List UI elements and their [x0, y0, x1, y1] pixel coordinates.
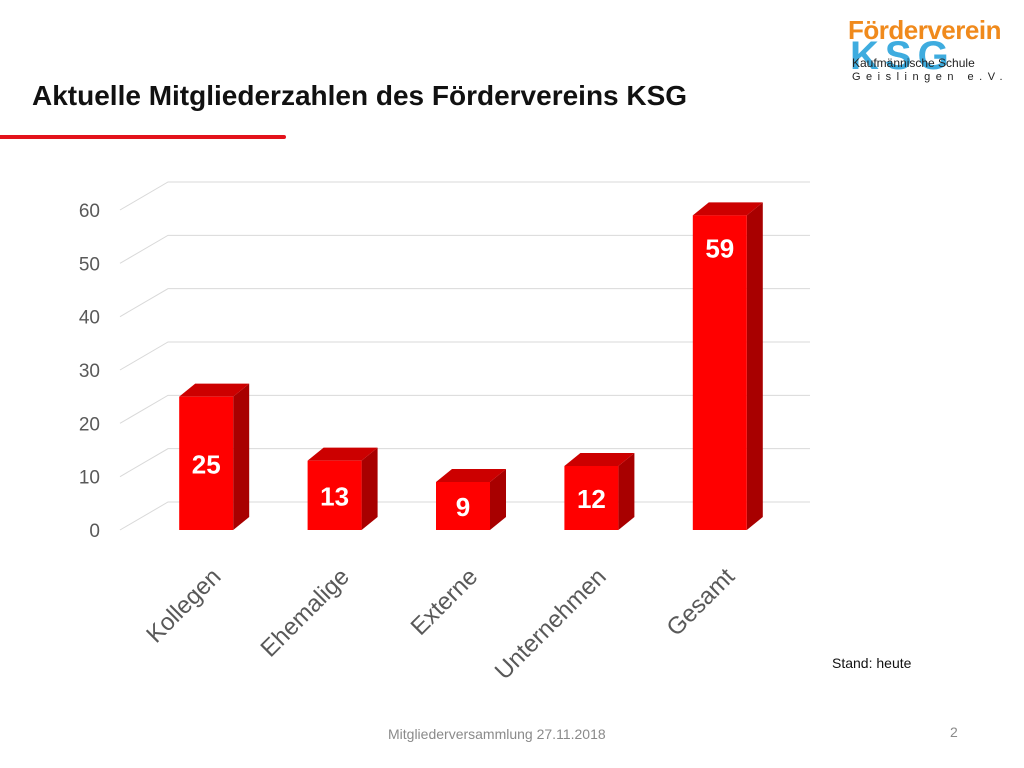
x-tick-label: Ehemalige — [256, 563, 355, 662]
y-tick-label: 10 — [79, 468, 100, 489]
bar — [692, 215, 747, 531]
x-tick-label: Kollegen — [141, 563, 226, 648]
y-tick-label: 30 — [79, 361, 100, 382]
title-underline — [0, 135, 286, 139]
bar-side — [490, 469, 506, 530]
y-tick-label: 50 — [79, 254, 100, 275]
logo-school: Kaufmännische Schule — [852, 56, 975, 70]
data-label: 12 — [577, 484, 606, 514]
data-label: 25 — [192, 449, 221, 479]
logo-city: Geislingen e.V. — [852, 71, 1009, 83]
logo-ksg: KSG — [850, 34, 955, 78]
foerderverein-logo: KSG Förderverein Kaufmännische Schule Ge… — [848, 15, 1010, 83]
data-label: 13 — [320, 481, 349, 511]
bar-top — [692, 202, 763, 216]
gridline — [119, 448, 810, 478]
y-tick-label: 60 — [79, 201, 100, 222]
bar — [307, 460, 362, 530]
bar-top — [564, 453, 635, 466]
bar-side — [746, 202, 763, 531]
gridline — [119, 394, 810, 424]
data-label: 9 — [456, 492, 470, 522]
bar-top — [307, 447, 378, 461]
page-number: 2 — [950, 724, 958, 740]
bar-top — [436, 469, 506, 482]
gridline — [119, 288, 810, 318]
y-tick-label: 20 — [79, 414, 100, 435]
slide-title: Aktuelle Mitgliederzahlen des Fördervere… — [32, 80, 688, 111]
data-label: 59 — [705, 233, 734, 263]
gridline — [119, 234, 810, 264]
logo-foerderverein: Förderverein — [848, 15, 1001, 45]
bar — [179, 396, 234, 530]
bar — [436, 482, 490, 530]
bar-side — [361, 447, 378, 530]
bar-side — [233, 383, 250, 530]
stand-note: Stand: heute — [832, 655, 912, 671]
gridline — [119, 341, 810, 371]
x-tick-label: Unternehmen — [490, 563, 612, 685]
x-tick-label: Externe — [406, 563, 484, 641]
y-tick-label: 0 — [89, 521, 100, 542]
footer-text: Mitgliederversammlung 27.11.2018 — [388, 726, 606, 742]
y-tick-label: 40 — [79, 308, 100, 329]
gridline — [119, 181, 810, 211]
member-bar-chart: 0 10 20 30 40 50 60 25 Kollegen 13 Ehemalige 9 Exter… — [79, 181, 810, 685]
bar — [564, 466, 619, 530]
x-tick-label: Gesamt — [662, 563, 741, 642]
bar-side — [618, 453, 635, 530]
bar-top — [179, 383, 250, 397]
